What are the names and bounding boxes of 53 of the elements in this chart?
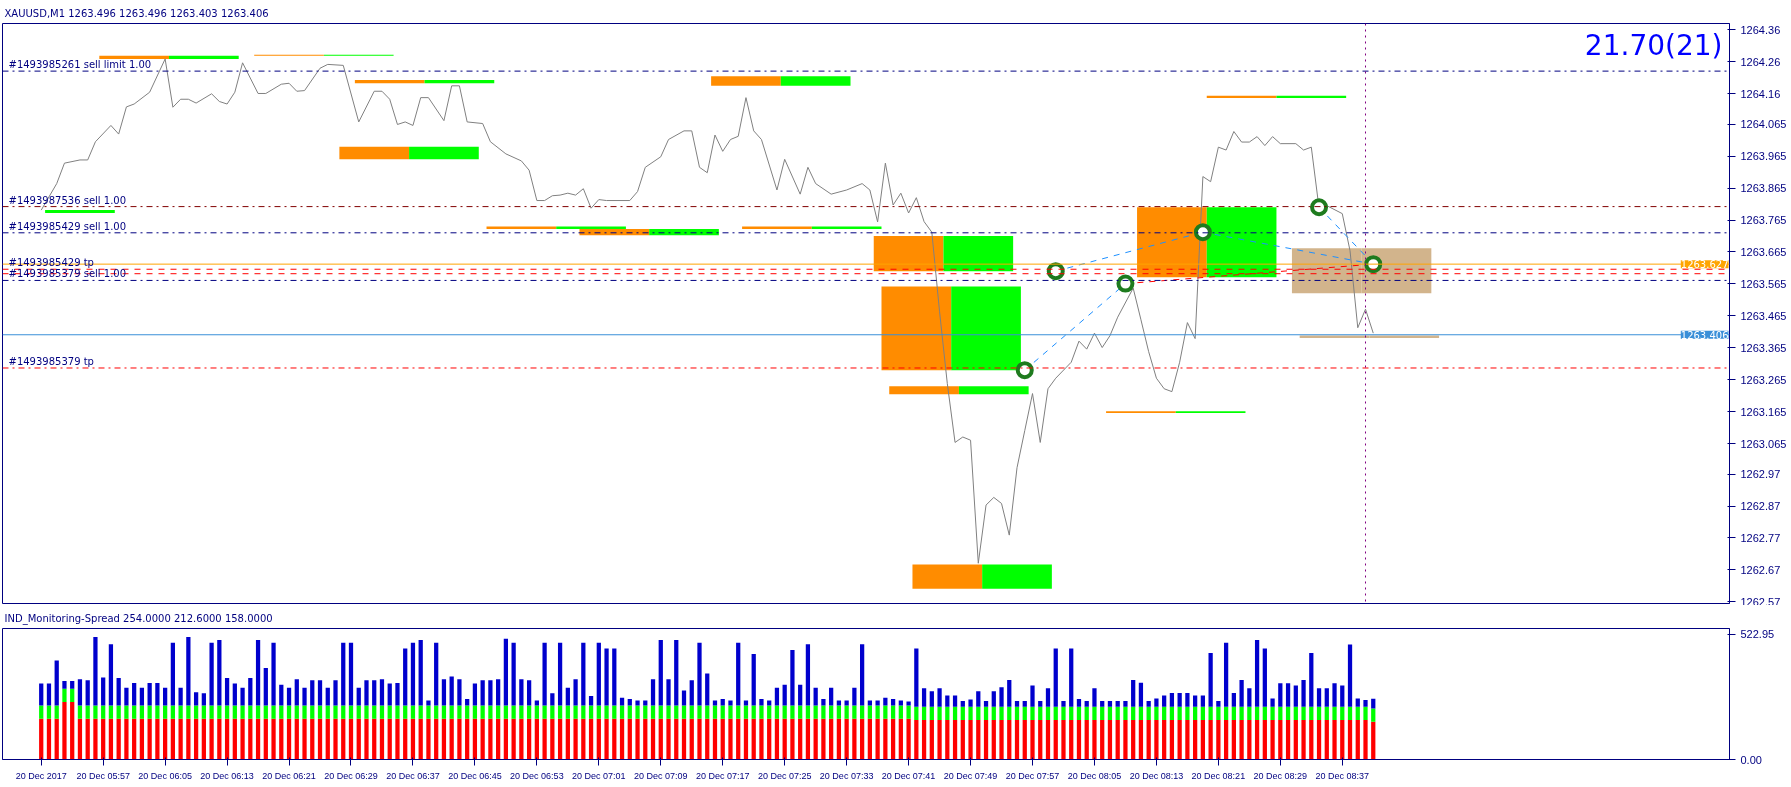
ref-line-label: #1493985429 sell 1.00 <box>8 220 127 232</box>
ref-line-label: #1493987536 sell 1.00 <box>8 194 127 206</box>
x-tick-label: 20 Dec 05:57 <box>76 770 130 781</box>
y-tick-label: 1264.065 <box>1740 118 1787 131</box>
y-tick-label: 1263.765 <box>1740 214 1787 227</box>
y-tick-label: 1263.065 <box>1740 437 1787 450</box>
x-tick-label: 20 Dec 07:49 <box>943 770 998 781</box>
y-tick-label: 1263.665 <box>1740 245 1787 258</box>
x-tick-label: 20 Dec 08:05 <box>1067 770 1122 781</box>
y-tick-label: 1262.77 <box>1740 531 1781 544</box>
ref-line-label: 1263.406 <box>1680 329 1729 341</box>
y-tick-label: 1263.965 <box>1740 150 1787 163</box>
x-tick-label: 20 Dec 06:45 <box>448 770 502 781</box>
x-tick-label: 20 Dec 06:29 <box>324 770 378 781</box>
y-tick-label: 1262.57 <box>1740 595 1781 608</box>
x-tick-label: 20 Dec 08:21 <box>1191 770 1246 781</box>
x-tick-label: 20 Dec 07:57 <box>1005 770 1060 781</box>
chart-title: XAUUSD,M1 1263.496 1263.496 1263.403 1263.406 <box>4 7 269 19</box>
x-tick-label: 20 Dec 06:37 <box>386 770 440 781</box>
x-tick-label: 20 Dec 08:29 <box>1253 770 1308 781</box>
x-tick-label: 20 Dec 06:53 <box>510 770 564 781</box>
y-tick-label: 1264.36 <box>1740 23 1781 36</box>
x-tick-label: 20 Dec 2017 <box>15 770 67 781</box>
x-tick-label: 20 Dec 08:13 <box>1129 770 1184 781</box>
y-tick-label: 0.00 <box>1740 753 1762 766</box>
y-tick-label: 1264.26 <box>1740 55 1781 68</box>
y-tick-label: 522.95 <box>1740 628 1775 641</box>
x-tick-label: 20 Dec 06:21 <box>262 770 316 781</box>
y-tick-label: 1263.265 <box>1740 373 1787 386</box>
y-tick-label: 1263.365 <box>1740 341 1787 354</box>
x-tick-label: 20 Dec 07:41 <box>881 770 936 781</box>
ref-line-label: #1493985379 tp <box>8 355 94 367</box>
x-tick-label: 20 Dec 07:17 <box>695 770 750 781</box>
annotation: 21.70(21) <box>1584 28 1723 62</box>
ref-line-label: #1493985379 sell 1.00 <box>8 268 127 280</box>
y-tick-label: 1262.67 <box>1740 563 1781 576</box>
y-tick-label: 1263.865 <box>1740 182 1787 195</box>
y-tick-label: 1263.165 <box>1740 405 1787 418</box>
y-tick-label: 1262.87 <box>1740 500 1781 513</box>
x-tick-label: 20 Dec 06:05 <box>138 770 192 781</box>
y-tick-label: 1264.16 <box>1740 87 1781 100</box>
ref-line-label: #1493985261 sell limit 1.00 <box>8 59 152 71</box>
y-tick-label: 1262.97 <box>1740 468 1781 481</box>
y-tick-label: 1263.465 <box>1740 309 1787 322</box>
chart-title: IND_Monitoring-Spread 254.0000 212.6000 158.0000 <box>4 612 273 625</box>
x-tick-label: 20 Dec 07:09 <box>634 770 688 781</box>
y-tick-label: 1263.565 <box>1740 277 1787 290</box>
x-tick-label: 20 Dec 07:25 <box>757 770 812 781</box>
x-tick-label: 20 Dec 06:13 <box>200 770 254 781</box>
x-tick-label: 20 Dec 07:01 <box>572 770 626 781</box>
x-tick-label: 20 Dec 08:37 <box>1315 770 1370 781</box>
ref-line-label: 1263.627 <box>1680 259 1729 271</box>
x-tick-label: 20 Dec 07:33 <box>819 770 874 781</box>
